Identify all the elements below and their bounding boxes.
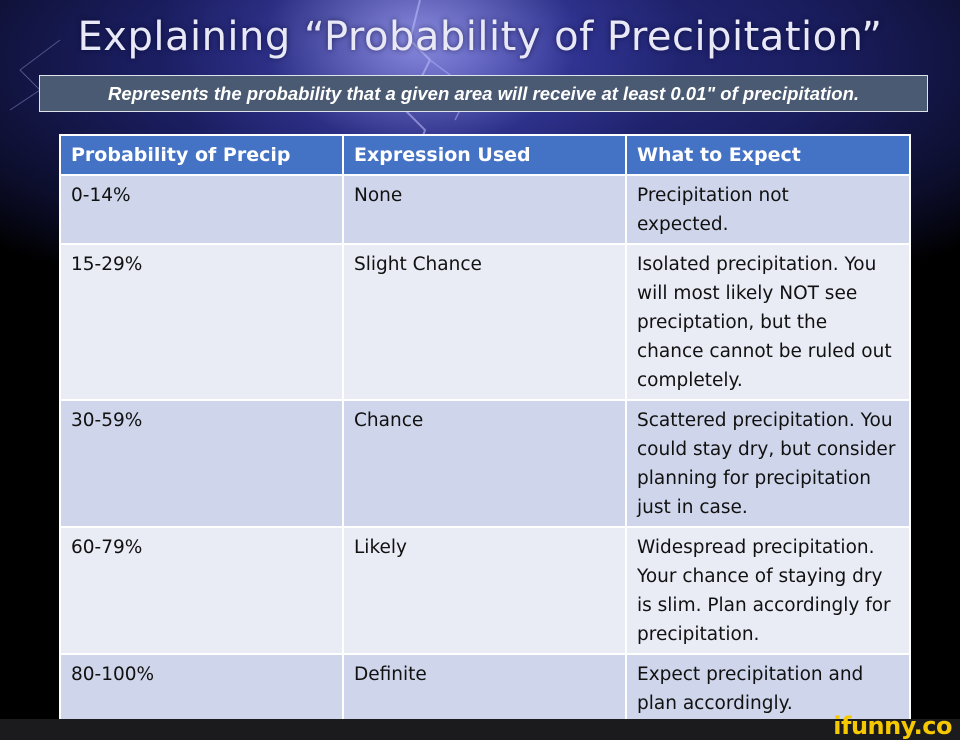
expectation-cell: Widespread precipitation. Your chance of…: [625, 526, 911, 655]
precipitation-table: Probability of Precip Expression Used Wh…: [59, 134, 911, 724]
expectation-cell: Precipitation not expected.: [625, 174, 911, 245]
table-row: 0-14% None Precipitation not expected.: [59, 174, 911, 245]
expression-cell: Chance: [342, 399, 627, 528]
probability-cell: 15-29%: [59, 243, 344, 401]
expression-cell: Definite: [342, 653, 627, 724]
table-row: 80-100% Definite Expect precipitation an…: [59, 653, 911, 724]
expression-cell: None: [342, 174, 627, 245]
subtitle-banner: Represents the probability that a given …: [39, 75, 928, 112]
probability-cell: 30-59%: [59, 399, 344, 528]
expectation-cell: Expect precipitation and plan accordingl…: [625, 653, 911, 724]
footer-bar: [0, 719, 960, 740]
expression-cell: Likely: [342, 526, 627, 655]
expectation-cell: Scattered precipitation. You could stay …: [625, 399, 911, 528]
table-row: 30-59% Chance Scattered precipitation. Y…: [59, 399, 911, 528]
table-header-row: Probability of Precip Expression Used Wh…: [59, 134, 911, 176]
column-header-probability: Probability of Precip: [59, 134, 344, 176]
table-row: 60-79% Likely Widespread precipitation. …: [59, 526, 911, 655]
column-header-expression: Expression Used: [342, 134, 627, 176]
table-row: 15-29% Slight Chance Isolated precipitat…: [59, 243, 911, 401]
column-header-expectation: What to Expect: [625, 134, 911, 176]
expectation-cell: Isolated precipitation. You will most li…: [625, 243, 911, 401]
probability-cell: 0-14%: [59, 174, 344, 245]
probability-cell: 60-79%: [59, 526, 344, 655]
page-title: Explaining “Probability of Precipitation…: [77, 14, 883, 60]
expression-cell: Slight Chance: [342, 243, 627, 401]
probability-cell: 80-100%: [59, 653, 344, 724]
ifunny-watermark: ifunny.co: [833, 712, 952, 740]
